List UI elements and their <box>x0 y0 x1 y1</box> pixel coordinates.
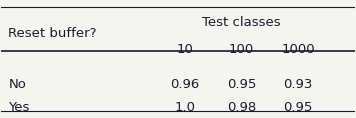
Text: 0.98: 0.98 <box>227 101 256 114</box>
Text: 1000: 1000 <box>281 43 315 56</box>
Text: 10: 10 <box>177 43 194 56</box>
Text: Yes: Yes <box>9 101 30 114</box>
Text: 0.95: 0.95 <box>227 78 256 91</box>
Text: No: No <box>9 78 26 91</box>
Text: 100: 100 <box>229 43 254 56</box>
Text: 0.96: 0.96 <box>171 78 200 91</box>
Text: 0.93: 0.93 <box>283 78 313 91</box>
Text: 1.0: 1.0 <box>174 101 195 114</box>
Text: Reset buffer?: Reset buffer? <box>9 27 97 40</box>
Text: Test classes: Test classes <box>202 16 281 29</box>
Text: 0.95: 0.95 <box>283 101 313 114</box>
